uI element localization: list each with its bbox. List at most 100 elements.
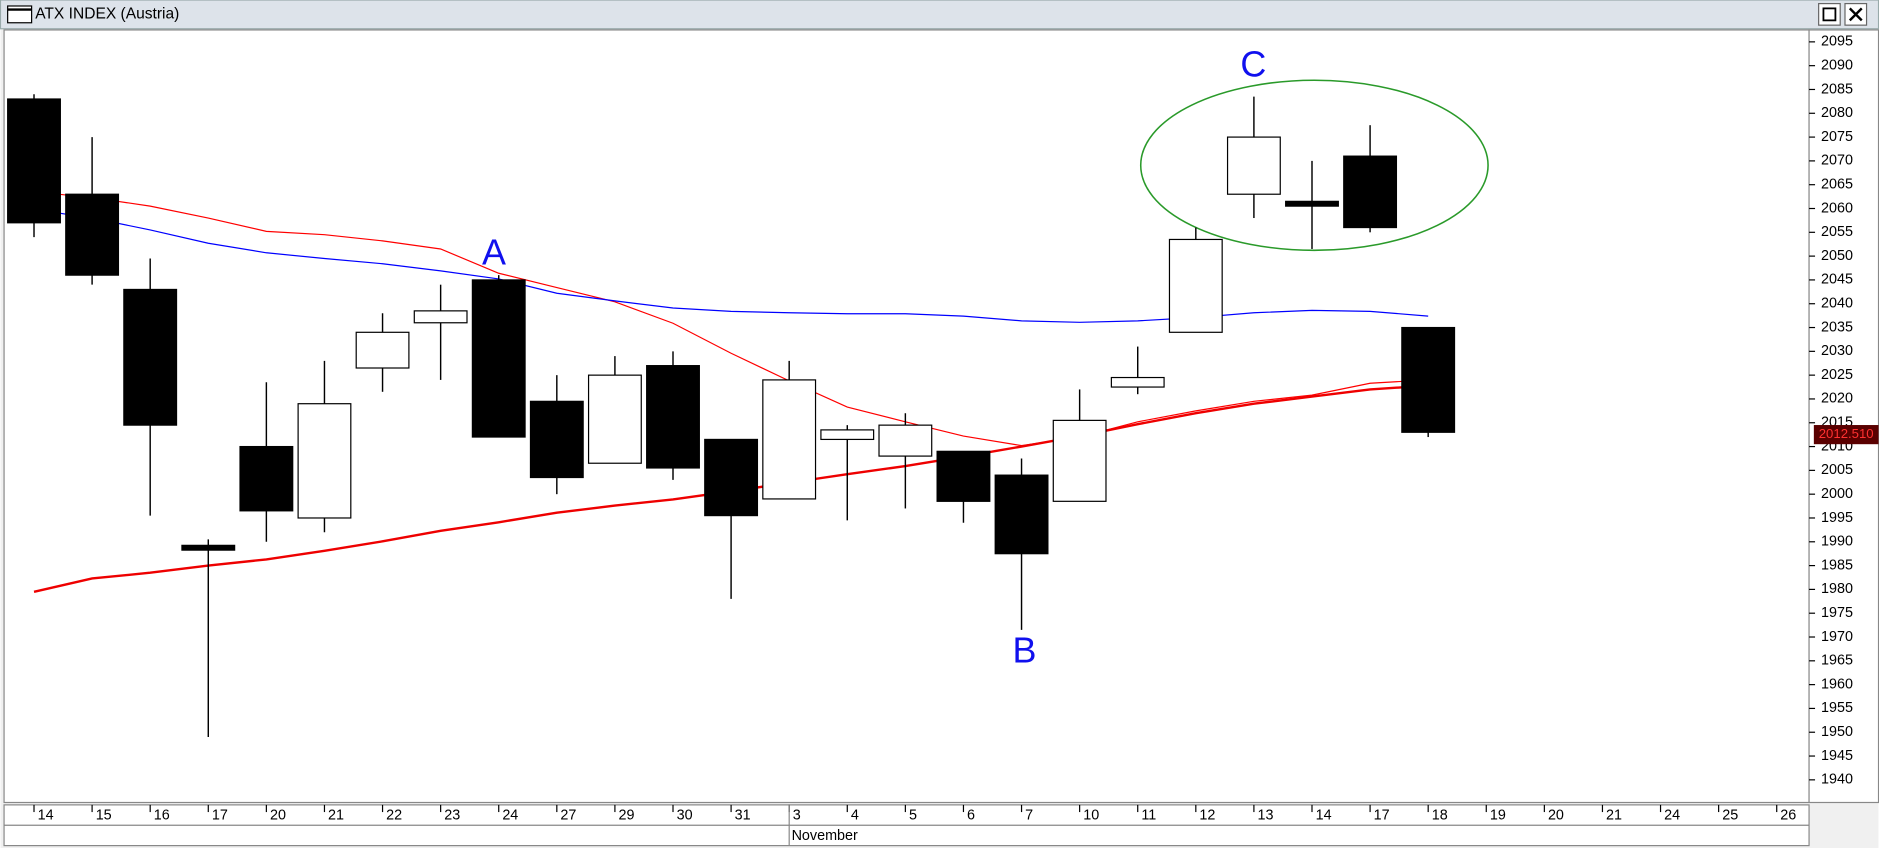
y-tick-label: 2090 <box>1821 57 1853 73</box>
candle-body <box>1401 326 1456 433</box>
x-tick-label: 4 <box>851 807 859 823</box>
last-price-label: 2012.510 <box>1819 426 1874 441</box>
x-tick-label: 5 <box>909 807 917 823</box>
y-tick-label: 2080 <box>1821 105 1853 121</box>
x-tick-label: 30 <box>677 807 693 823</box>
x-tick-label: 29 <box>619 807 635 823</box>
candle-body <box>762 379 817 500</box>
y-tick-label: 2075 <box>1821 129 1853 145</box>
y-tick-label: 2050 <box>1821 248 1853 264</box>
candle-body <box>7 98 61 224</box>
y-tick-label: 1965 <box>1821 653 1853 669</box>
moving-average-line <box>33 191 1429 447</box>
y-tick-label: 2020 <box>1821 391 1853 407</box>
y-tick-label: 2025 <box>1821 367 1853 383</box>
candle-body <box>936 450 991 502</box>
candle-body <box>1052 419 1107 502</box>
annotation: A <box>482 232 506 273</box>
x-tick-label: 15 <box>96 807 112 823</box>
x-tick-label: 19 <box>1490 807 1506 823</box>
y-tick-label: 2000 <box>1821 486 1853 502</box>
y-tick-label: 1995 <box>1821 510 1853 526</box>
candle-body <box>297 403 352 519</box>
candle-body <box>704 438 759 517</box>
y-tick-label: 2035 <box>1821 319 1853 335</box>
y-tick-label: 1940 <box>1821 772 1853 788</box>
candle-body <box>471 279 526 438</box>
plot-area <box>3 29 1810 804</box>
y-tick-label: 2030 <box>1821 343 1853 359</box>
y-tick-label: 1950 <box>1821 724 1853 740</box>
candle-body <box>820 429 875 441</box>
candle-body <box>529 400 584 479</box>
x-tick-label: 11 <box>1141 807 1156 823</box>
candle-body <box>587 374 642 464</box>
x-tick-label: 21 <box>328 807 344 823</box>
candle-body <box>646 365 700 469</box>
x-tick-label: 25 <box>1722 807 1738 823</box>
x-tick-label: 13 <box>1258 807 1274 823</box>
x-tick-label: 23 <box>444 807 460 823</box>
maximize-button[interactable] <box>1818 2 1841 26</box>
y-tick-label: 1970 <box>1821 629 1853 645</box>
candle-body <box>1110 376 1165 388</box>
y-tick-label: 1945 <box>1821 748 1853 764</box>
x-axis-label: November <box>792 828 858 844</box>
x-tick-label: 18 <box>1432 807 1448 823</box>
x-tick-label: 22 <box>386 807 402 823</box>
y-tick-label: 1985 <box>1821 557 1853 573</box>
candle-body <box>355 331 410 369</box>
y-tick-label: 1980 <box>1821 581 1853 597</box>
x-tick-label: 14 <box>1316 807 1332 823</box>
x-tick-label: 20 <box>270 807 286 823</box>
x-tick-label: 7 <box>1025 807 1033 823</box>
y-tick-label: 2070 <box>1821 153 1853 169</box>
x-tick-label: 17 <box>1374 807 1390 823</box>
y-tick-label: 1990 <box>1821 534 1853 550</box>
x-tick-label: 21 <box>1606 807 1622 823</box>
annotation: C <box>1240 44 1266 85</box>
candle-body <box>1168 238 1223 333</box>
x-tick-label: 24 <box>502 807 518 823</box>
last-price-box <box>1813 425 1879 445</box>
candle-body <box>123 288 178 426</box>
x-tick-label: 3 <box>793 807 801 823</box>
y-tick-label: 2045 <box>1821 272 1853 288</box>
x-tick-label: 6 <box>967 807 975 823</box>
x-tick-label: 14 <box>38 807 54 823</box>
y-tick-label: 1955 <box>1821 700 1853 716</box>
candle-body <box>413 310 468 324</box>
window-title: ATX INDEX (Austria) <box>35 5 179 22</box>
annotation: B <box>1013 629 1037 670</box>
y-tick-label: 2095 <box>1821 34 1853 50</box>
x-tick-label: 27 <box>560 807 576 823</box>
x-tick-label: 17 <box>212 807 228 823</box>
y-tick-label: 2060 <box>1821 200 1853 216</box>
x-tick-label: 31 <box>735 807 751 823</box>
y-axis-area <box>1808 29 1879 804</box>
x-tick-label: 10 <box>1083 807 1099 823</box>
highlight-ellipse <box>1139 79 1489 252</box>
x-tick-label: 20 <box>1548 807 1564 823</box>
candle-body <box>1285 200 1339 207</box>
y-tick-label: 2005 <box>1821 462 1853 478</box>
y-tick-label: 1975 <box>1821 605 1853 621</box>
y-tick-label: 1960 <box>1821 676 1853 692</box>
y-tick-label: 2065 <box>1821 176 1853 192</box>
candle-body <box>994 474 1049 555</box>
y-tick-label: 2040 <box>1821 296 1853 312</box>
y-tick-label: 2085 <box>1821 81 1853 97</box>
candle-body <box>1343 155 1398 229</box>
x-tick-label: 16 <box>154 807 170 823</box>
title-bar <box>0 0 1879 30</box>
x-tick-label: 24 <box>1664 807 1680 823</box>
close-button[interactable] <box>1844 2 1868 26</box>
x-tick-label: 12 <box>1199 807 1215 823</box>
candle-body <box>1226 136 1281 195</box>
candle-body <box>181 544 236 551</box>
y-tick-label: 2055 <box>1821 224 1853 240</box>
candle-body <box>239 445 294 512</box>
x-tick-label: 26 <box>1780 807 1796 823</box>
